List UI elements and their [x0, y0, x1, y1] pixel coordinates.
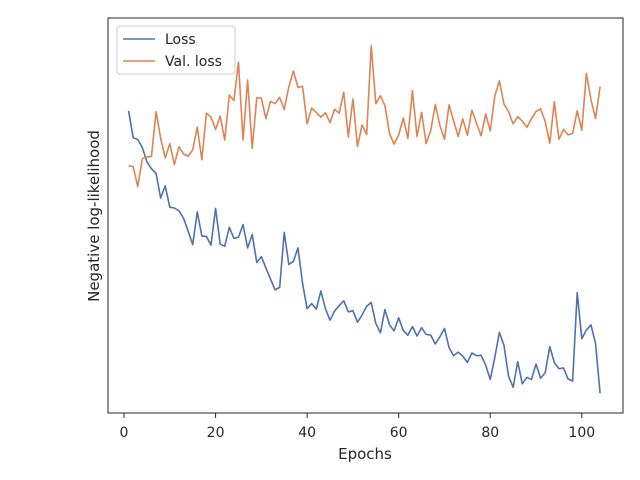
x-tick-label-40: 40 — [298, 425, 316, 441]
legend: Loss Val. loss — [116, 25, 236, 75]
x-tick-label-100: 100 — [568, 425, 595, 441]
x-tick-label-80: 80 — [481, 425, 499, 441]
x-axis-label: Epochs — [338, 445, 392, 463]
x-tick-label-60: 60 — [390, 425, 408, 441]
legend-box — [116, 25, 236, 75]
y-axis-label: Negative log-likelihood — [85, 130, 103, 302]
series-line-loss — [127, 110, 601, 394]
x-axis-ticks: 0 20 40 60 80 100 — [120, 413, 595, 441]
plot-area — [107, 17, 624, 414]
x-tick-label-20: 20 — [207, 425, 225, 441]
series-lines — [127, 44, 601, 394]
legend-label-loss: Loss — [165, 32, 196, 48]
legend-label-val-loss: Val. loss — [165, 54, 222, 70]
x-tick-label-0: 0 — [120, 425, 129, 441]
series-line-val-loss — [128, 44, 601, 188]
